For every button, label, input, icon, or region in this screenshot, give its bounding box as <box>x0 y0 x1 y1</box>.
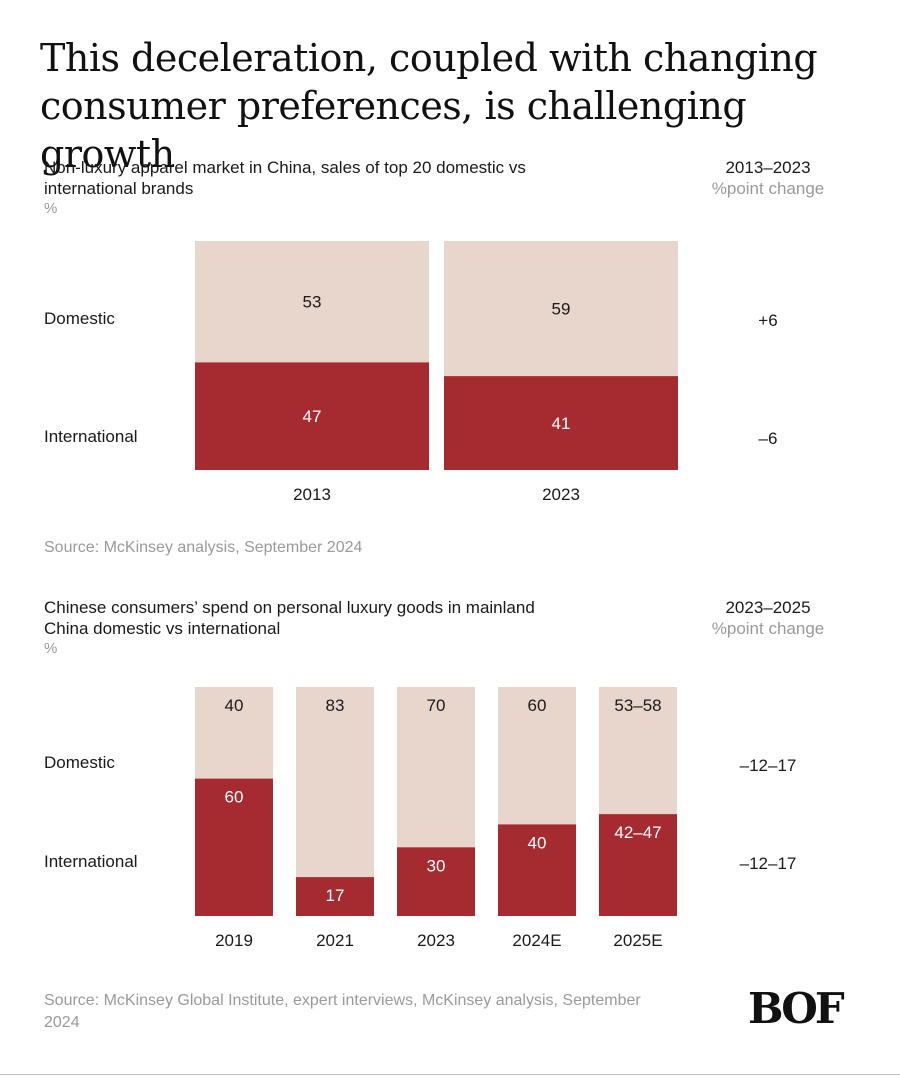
chart2-label-international-2023: 30 <box>427 856 446 875</box>
chart1-bar-domestic-2013 <box>195 241 429 363</box>
chart1-tick-2013: 2013 <box>293 485 331 504</box>
bof-logo: BOF <box>748 984 845 1033</box>
chart1-bar-domestic-2023 <box>444 241 678 377</box>
chart2-tick-2021: 2021 <box>316 931 354 950</box>
chart2-international-label: International <box>44 852 138 871</box>
chart2-domestic-label: Domestic <box>44 753 115 772</box>
chart2-tick-2025E: 2025E <box>613 931 662 950</box>
chart2-label-domestic-2019: 40 <box>225 696 244 715</box>
chart2-change-header: 2023–2025 %point change <box>668 597 868 639</box>
chart1-bar-international-2023 <box>444 376 678 470</box>
chart2-label-domestic-2025E: 53–58 <box>614 696 661 715</box>
chart1-change-label: %point change <box>711 179 825 198</box>
chart2-international-change: –12–17 <box>739 854 797 873</box>
chart1-plot: 53 47 2013 59 41 2023 <box>195 241 678 504</box>
chart2-bar-international-2025E <box>599 814 677 916</box>
chart1-label-domestic-2023: 59 <box>552 300 571 319</box>
bottom-divider <box>0 1074 900 1075</box>
chart2-label-international-2021: 17 <box>326 886 345 905</box>
chart2-tick-2019: 2019 <box>215 931 253 950</box>
chart2-bar-international-2021 <box>296 877 374 916</box>
chart2-bar-international-2024E <box>498 824 576 916</box>
chart1-change-header: 2013–2023 %point change <box>668 157 868 199</box>
chart2-label-international-2024E: 40 <box>528 833 547 852</box>
chart1-international-change: –6 <box>758 429 778 448</box>
chart2-domestic-change: –12–17 <box>739 756 797 775</box>
chart2-unit: % <box>44 640 58 657</box>
chart2-tick-2023: 2023 <box>417 931 455 950</box>
chart2-bar-domestic-2021 <box>296 687 374 878</box>
chart2-bar-domestic-2023 <box>397 687 475 848</box>
chart1-change-range: 2013–2023 <box>725 158 811 177</box>
chart2-bar-domestic-2025E <box>599 687 677 815</box>
page-title: This deceleration, coupled with changing… <box>40 36 818 176</box>
chart2-bar-domestic-2019 <box>195 687 273 779</box>
chart1-label-international-2013: 47 <box>303 407 322 426</box>
chart1-international-label: International <box>44 427 138 446</box>
chart2-label-domestic-2021: 83 <box>326 696 345 715</box>
chart2-label-domestic-2024E: 60 <box>528 696 547 715</box>
chart2-label-international-2025E: 42–47 <box>614 823 661 842</box>
chart1-unit: % <box>44 200 58 217</box>
chart2-plot: 40 60 2019 83 17 2021 70 30 2023 60 40 2024E 53–58 42… <box>195 687 677 950</box>
chart2-bar-international-2023 <box>397 847 475 916</box>
chart1-domestic-change: +6 <box>758 311 778 330</box>
chart1-bar-international-2013 <box>195 362 429 470</box>
chart2-bar-international-2019 <box>195 778 273 916</box>
chart1-source: Source: McKinsey analysis, September 202… <box>44 539 363 556</box>
chart1-label-domestic-2013: 53 <box>303 293 322 312</box>
chart1-label-international-2023: 41 <box>552 414 571 433</box>
chart2-source: Source: McKinsey Global Institute, exper… <box>44 992 641 1031</box>
chart2-change-range: 2023–2025 <box>725 598 811 617</box>
chart1-tick-2023: 2023 <box>542 485 580 504</box>
chart2-title: Chinese consumers’ spend on personal lux… <box>44 598 535 638</box>
chart2-change-label: %point change <box>711 619 825 638</box>
chart2-bar-domestic-2024E <box>498 687 576 825</box>
chart2-tick-2024E: 2024E <box>512 931 561 950</box>
chart2-label-international-2019: 60 <box>225 788 244 807</box>
chart1-domestic-label: Domestic <box>44 309 115 328</box>
chart1-title: Non-luxury apparel market in China, sale… <box>44 158 526 198</box>
chart2-label-domestic-2023: 70 <box>427 696 446 715</box>
